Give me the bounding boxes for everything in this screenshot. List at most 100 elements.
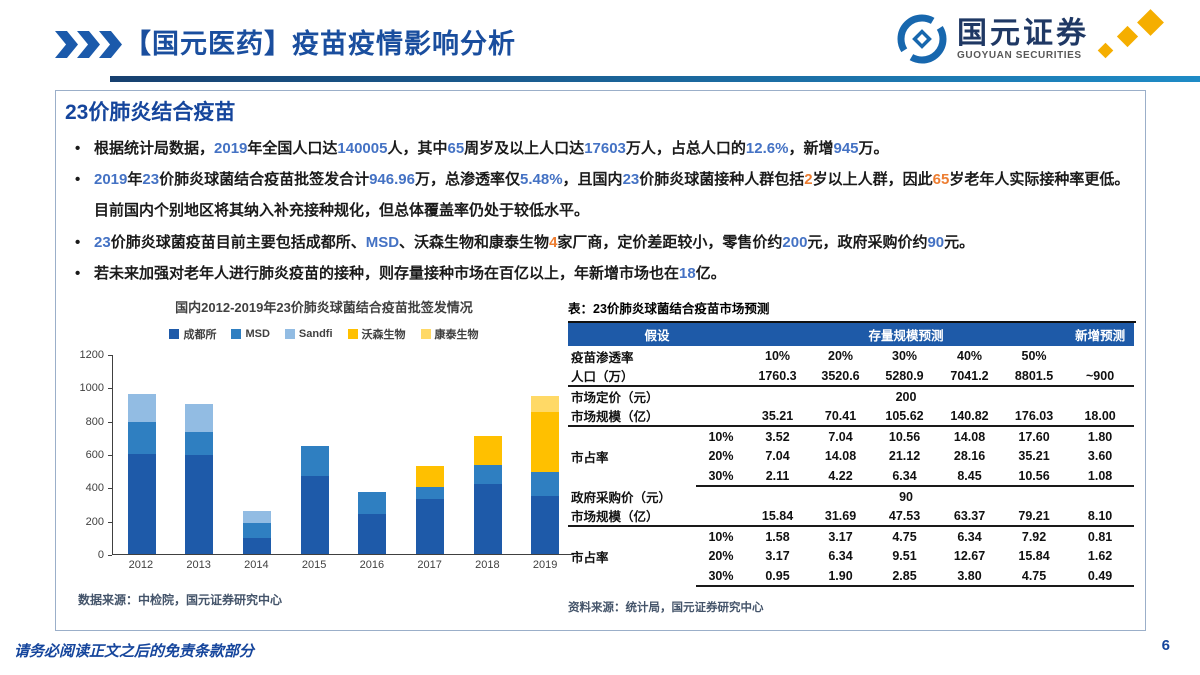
bar-column [171, 355, 229, 554]
value-cell: 7041.2 [937, 366, 1003, 387]
bar-column [516, 355, 574, 554]
bullet-text: 年全国人口达 [247, 140, 338, 157]
table-row: 人口（万） 1760.3 3520.6 5280.9 7041.2 8801.5 ~900 [568, 366, 1135, 387]
guoyuan-logo-icon [897, 14, 947, 64]
bullet-text: 万人，占总人口的 [625, 140, 746, 157]
y-tick-label: 0 [97, 549, 104, 561]
bullet-text: 岁老年人实际接种率更低。目前国内个别地区将其纳入补充接种规化，但总体覆盖率仍处于… [94, 171, 1130, 220]
bar-segment [415, 465, 444, 488]
value-cell: 6.34 [872, 466, 938, 487]
x-tick-label: 2015 [301, 559, 327, 571]
merged-value-cell: 90 [899, 489, 913, 504]
bar-segment [127, 421, 156, 454]
incremental-cell: 1.08 [1066, 466, 1135, 487]
table-row: 20% 7.04 14.08 21.12 28.16 35.21 3.60 [568, 446, 1134, 466]
bullet-text: 23 [622, 171, 640, 189]
x-tick-label: 2014 [244, 559, 269, 571]
legend-item: 成都所 [169, 326, 216, 342]
bar-column [401, 355, 459, 554]
incremental-cell: 3.60 [1087, 449, 1113, 463]
value-cell: 3.80 [937, 566, 1003, 587]
row-sublabel-cell [696, 346, 746, 366]
legend-label: 成都所 [183, 329, 217, 341]
y-tick-mark [108, 521, 112, 523]
chevron-right-icon [77, 31, 100, 58]
bar-segment [300, 445, 329, 476]
bar-segment [473, 484, 502, 554]
incremental-cell: 8.10 [1066, 506, 1135, 527]
bar-segment [127, 394, 156, 422]
bullet-text: 946.96 [369, 171, 415, 189]
value-cell: 2.11 [746, 466, 810, 487]
row-sublabel-cell: 20% [708, 449, 734, 463]
value-cell: 176.03 [1002, 406, 1067, 427]
table-row: 政府采购价（元） 90 [568, 486, 1134, 506]
triple-chevron-icon [55, 31, 122, 58]
incremental-cell [1066, 386, 1134, 406]
value-cell: 1.58 [765, 529, 790, 544]
bar-segment [127, 454, 156, 554]
bullet-item: 23价肺炎球菌疫苗目前主要包括成都所、MSD、沃森生物和康泰生物4家厂商，定价差… [70, 227, 1132, 258]
value-cell: 4.75 [1002, 566, 1067, 587]
page-number: 6 [1161, 637, 1170, 654]
value-cell: 20% [828, 349, 854, 363]
bullet-text: 元，政府采购价约 [807, 233, 928, 251]
incremental-cell [1066, 486, 1134, 506]
table-row: 市场规模（亿） 35.21 70.41 105.62 140.82 176.03 18.00 [568, 406, 1135, 427]
incremental-cell [1066, 346, 1134, 366]
bar-stack [127, 394, 156, 554]
bullet-text: 140005 [337, 140, 388, 157]
value-cell: 6.34 [957, 529, 982, 544]
bar-segment [531, 495, 560, 554]
bar-segment [531, 395, 560, 413]
bar-segment [185, 454, 214, 554]
value-cell: 8.45 [937, 466, 1003, 487]
legend-swatch [231, 329, 242, 339]
value-cell: 28.16 [953, 449, 986, 463]
content-panel: 23价肺炎结合疫苗 根据统计局数据，2019年全国人口达140005人，其中65… [55, 90, 1146, 631]
bullet-text: 12.6% [745, 140, 789, 157]
legend-label: MSD [245, 328, 270, 340]
bar-segment [473, 435, 502, 465]
batch-issuance-chart: 国内2012-2019年23价肺炎球菌结合疫苗批签发情况 成都所 MSD Sandf… [74, 297, 574, 608]
bar-segment [473, 464, 502, 484]
y-axis: 0 200 400 600 800 1000 1200 [74, 349, 112, 561]
bullet-text: 年 [127, 171, 143, 189]
legend-swatch [169, 329, 180, 339]
table-row: 市占率 10% 1.58 3.17 4.75 6.34 7.92 0.81 [568, 526, 1134, 566]
value-cell: 21.12 [888, 449, 921, 463]
logo-name-cn: 国元证券 [957, 17, 1089, 50]
x-tick-label: 2013 [186, 559, 211, 571]
table-row: 30% 2.11 4.22 6.34 8.45 10.56 1.08 [568, 466, 1135, 487]
table-row: 市占率 10% 3.52 7.04 10.56 14.08 17.60 1.80 [568, 426, 1134, 466]
guoyuan-logo: 国元证券 GUOYUAN SECURITIES [896, 9, 1164, 66]
bullet-text: 价肺炎球菌结合疫苗批签发合计 [159, 171, 370, 189]
incremental-cell: 0.49 [1066, 566, 1135, 587]
value-cell: 79.21 [1002, 506, 1067, 527]
value-cell: 2.85 [872, 566, 938, 587]
bullet-text: 亿。 [695, 264, 726, 282]
y-tick-mark [108, 388, 112, 390]
row-label-cell: 市场定价（元） [571, 391, 659, 405]
y-tick-mark [108, 455, 112, 456]
value-cell: 12.67 [953, 549, 986, 563]
value-cell: 10.56 [1002, 466, 1067, 487]
value-cell: 7.04 [828, 429, 853, 444]
value-cell: 105.62 [872, 406, 938, 427]
bullet-text: 根据统计局数据， [94, 140, 215, 157]
bar-stack [531, 395, 560, 554]
bullet-text: 价肺炎球菌疫苗目前主要包括成都所、 [110, 233, 366, 251]
table-title: 表：23价肺炎球菌结合疫苗市场预测 [568, 298, 1136, 323]
table-row: 疫苗渗透率 10% 20% 30% 40% 50% [568, 346, 1134, 366]
bullet-text: 2019 [214, 140, 248, 157]
bar-segment [358, 491, 387, 514]
bullet-text: 周岁及以上人口达 [464, 140, 585, 157]
bullet-text: ，且国内 [562, 171, 623, 189]
bar-column [344, 355, 402, 554]
bullet-list: 根据统计局数据，2019年全国人口达140005人，其中65周岁及以上人口达17… [70, 133, 1132, 289]
value-cell: 0.95 [746, 566, 810, 587]
bullet-text: 945 [833, 140, 859, 157]
chevron-right-icon [55, 31, 78, 58]
bullet-item: 2019年23价肺炎球菌结合疫苗批签发合计946.96万，总渗透率仅5.48%，… [70, 164, 1132, 226]
incremental-cell: 1.62 [1087, 549, 1113, 563]
